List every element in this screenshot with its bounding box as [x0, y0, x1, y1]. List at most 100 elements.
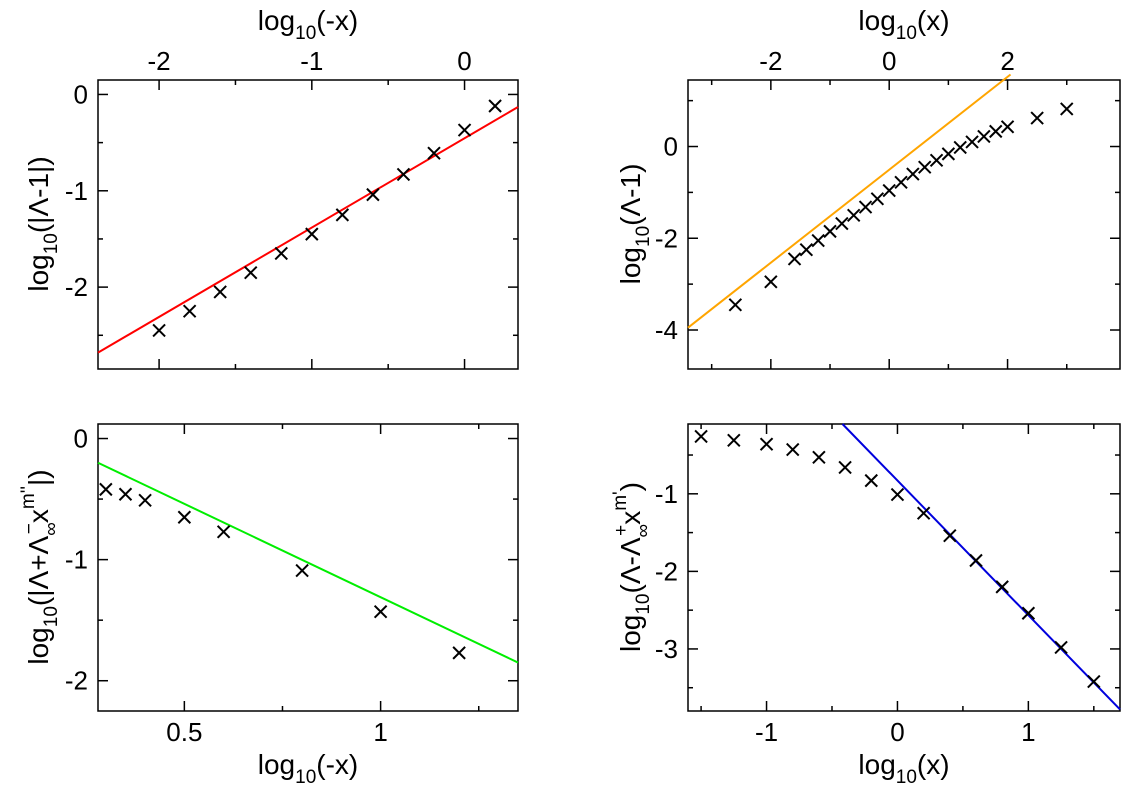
panel-top-right: -2 0 2 0 -2 -4 log10(x) log10(Λ-1): [615, 5, 1121, 370]
data-point: [799, 243, 814, 257]
data-point: [953, 140, 967, 155]
x-tick-label: 0: [890, 717, 904, 747]
y-tick-label: -2: [65, 272, 88, 302]
x-tick-label: 0.5: [166, 717, 202, 747]
data-point: [488, 99, 502, 113]
panel-top-left: -2 -1 0 0 -1 -2 log10(-x) log10(|Λ-1|): [23, 5, 519, 370]
data-markers: [694, 429, 1101, 689]
data-point: [811, 233, 825, 248]
data-point: [894, 175, 908, 190]
data-point: [1054, 640, 1068, 655]
y-tick-label: -1: [655, 479, 678, 509]
data-point: [182, 304, 197, 318]
data-point: [835, 216, 849, 231]
data-point: [838, 460, 852, 475]
data-point: [305, 227, 319, 241]
data-point: [213, 285, 227, 299]
data-point: [823, 224, 837, 239]
tick-marks: [688, 424, 1120, 711]
data-point: [870, 192, 885, 206]
tick-marks: [688, 80, 1120, 369]
data-point: [457, 123, 472, 137]
plot-frame: [97, 423, 519, 712]
tick-marks: [98, 80, 518, 369]
y-tick-label: -2: [655, 556, 678, 586]
data-point: [965, 135, 979, 149]
x-tick-label: -2: [759, 46, 782, 76]
x-tick-label: 1: [1021, 717, 1035, 747]
data-point: [152, 323, 166, 338]
y-tick-label: -3: [655, 634, 678, 664]
data-point: [846, 208, 861, 223]
data-point: [882, 183, 896, 198]
x-tick-label: 0: [457, 46, 471, 76]
data-point: [335, 208, 350, 222]
y-axis-title: log10(|Λ+Λ∞−xm''|): [18, 469, 62, 664]
data-point: [890, 487, 905, 502]
data-point: [295, 563, 309, 578]
x-axis-title: log10(-x): [258, 749, 359, 788]
data-point: [728, 298, 743, 312]
data-point: [906, 167, 920, 181]
data-point: [943, 528, 957, 543]
x-tick-label: 1: [373, 717, 387, 747]
tick-labels: -2 -1 0 0 -1 -2: [65, 46, 472, 302]
x-tick-label: 0: [882, 46, 896, 76]
tick-labels: -2 0 2 0 -2 -4: [655, 46, 1015, 345]
y-tick-label: 0: [74, 79, 88, 109]
data-point: [916, 506, 931, 520]
data-point: [764, 275, 778, 289]
x-tick-label: -1: [755, 717, 778, 747]
plot-frame: [687, 79, 1121, 370]
data-point: [787, 252, 802, 266]
data-point: [786, 442, 800, 457]
data-point: [918, 160, 932, 174]
data-point: [1030, 111, 1044, 125]
data-point: [274, 246, 288, 261]
data-point: [995, 580, 1009, 594]
y-tick-label: -2: [65, 666, 88, 696]
fit-line: [97, 461, 519, 664]
data-point: [727, 433, 741, 447]
data-point: [373, 604, 388, 619]
data-point: [118, 487, 133, 501]
x-axis-title: log10(x): [858, 749, 949, 788]
data-point: [864, 473, 878, 488]
fit-line-segment: [687, 73, 1012, 329]
data-point: [858, 200, 873, 214]
data-point: [99, 482, 113, 497]
data-point: [427, 146, 441, 160]
data-point: [452, 646, 466, 660]
panel-bottom-right: -1 0 1 -1 -2 -3 log10(x) log10(Λ-Λ∞+xm'): [610, 423, 1121, 788]
top-axis-title: log10(x): [858, 5, 949, 44]
data-point: [1000, 120, 1015, 134]
data-markers: [99, 482, 466, 660]
tick-marks: [98, 424, 518, 711]
data-markers: [152, 99, 502, 338]
fit-line-segment: [97, 461, 519, 664]
data-point: [812, 450, 826, 465]
data-point: [244, 265, 258, 280]
data-point: [216, 525, 231, 539]
x-tick-label: -2: [148, 46, 171, 76]
tick-labels: 0.5 1 0 -1 -2: [65, 424, 388, 747]
y-tick-label: -1: [65, 545, 88, 575]
panel-bottom-left: 0.5 1 0 -1 -2 log10(-x) log10(|Λ+Λ∞−xm''|): [18, 423, 519, 788]
top-axis-title: log10(-x): [258, 5, 359, 44]
data-point: [989, 124, 1003, 139]
tick-labels: -1 0 1 -1 -2 -3: [655, 479, 1036, 747]
data-point: [977, 129, 991, 144]
data-point: [1021, 606, 1036, 620]
y-axis-title: log10(|Λ-1|): [23, 156, 62, 291]
data-point: [1087, 674, 1101, 689]
y-tick-label: 0: [664, 132, 678, 162]
data-point: [138, 493, 152, 507]
data-point: [1060, 102, 1074, 116]
data-markers: [728, 102, 1074, 312]
plot-frame: [687, 423, 1121, 712]
data-point: [929, 153, 944, 167]
y-tick-label: 0: [74, 424, 88, 454]
x-tick-label: 2: [1000, 46, 1014, 76]
data-point: [969, 553, 983, 568]
